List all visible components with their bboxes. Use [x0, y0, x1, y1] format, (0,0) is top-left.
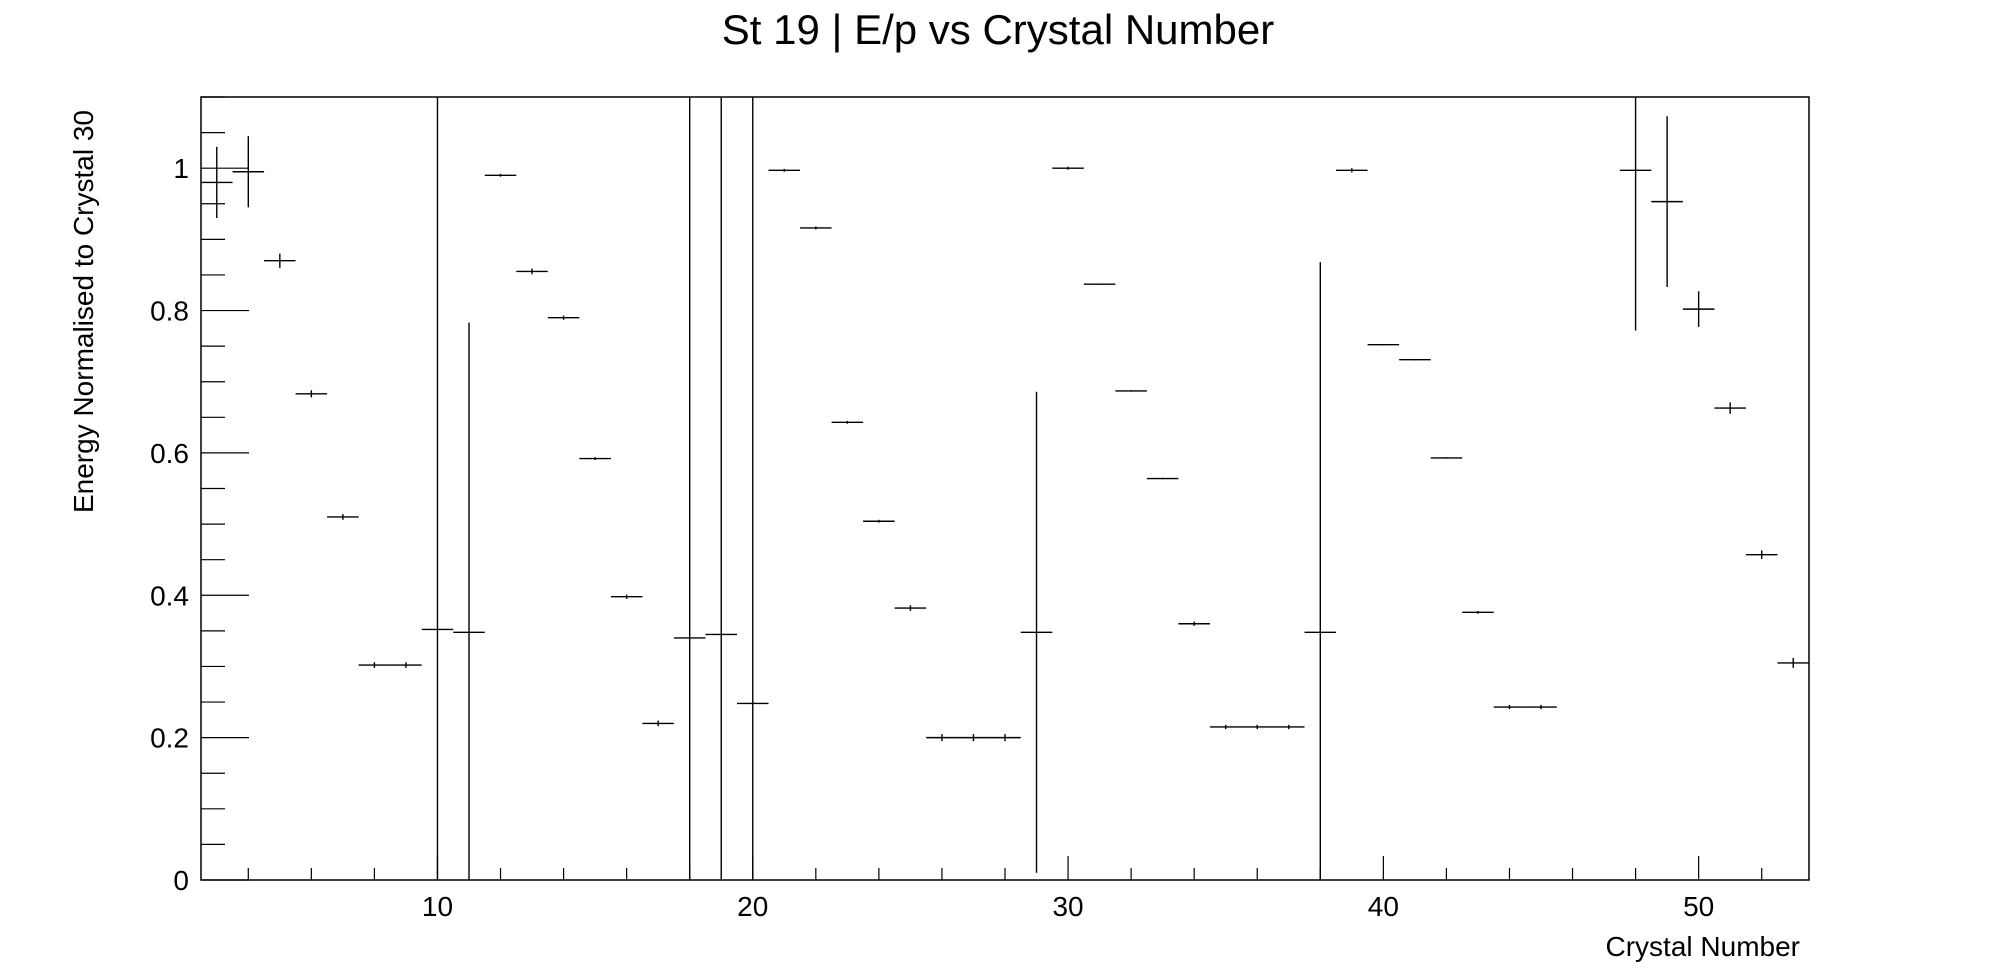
y-tick-label: 0: [173, 865, 189, 896]
data-point: [1178, 621, 1210, 626]
data-point: [1462, 610, 1494, 614]
data-point: [673, 97, 706, 880]
data-point: [1493, 704, 1526, 710]
data-point: [1273, 724, 1305, 730]
data-point: [957, 734, 990, 742]
data-point: [295, 390, 328, 398]
data-point: [232, 136, 265, 208]
data-point: [705, 97, 737, 880]
x-tick-label: 40: [1368, 891, 1399, 922]
x-axis: 10 20 30 40 50: [247, 856, 1763, 922]
data-points: [201, 97, 1809, 880]
data-point: [547, 315, 580, 320]
data-point: [1430, 457, 1463, 459]
data-point: [201, 146, 233, 219]
data-point: [831, 420, 864, 424]
data-point: [894, 605, 927, 611]
data-point: [1525, 704, 1557, 710]
data-point: [453, 322, 485, 880]
data-point: [327, 514, 359, 520]
data-point: [1083, 283, 1116, 285]
x-tick-label: 10: [422, 891, 453, 922]
x-tick-label: 20: [737, 891, 768, 922]
data-point: [1367, 344, 1400, 346]
y-tick-label: 0.6: [150, 438, 189, 469]
x-axis-label: Crystal Number: [1606, 931, 1800, 962]
data-point: [610, 594, 643, 599]
data-point: [358, 662, 391, 668]
data-point: [1651, 116, 1683, 288]
data-point: [264, 253, 296, 268]
data-point: [800, 226, 832, 230]
data-point: [1714, 402, 1746, 414]
data-point: [642, 720, 674, 727]
data-point: [516, 268, 548, 275]
x-tick-label: 30: [1052, 891, 1083, 922]
data-point: [1241, 724, 1273, 730]
data-point: [1619, 97, 1652, 331]
data-point: [926, 734, 958, 742]
data-point: [863, 519, 895, 523]
chart-title: St 19 | E/p vs Crystal Number: [722, 6, 1274, 53]
y-tick-label: 0.8: [150, 296, 189, 327]
data-point: [1777, 657, 1809, 668]
data-point: [737, 97, 769, 880]
y-tick-label: 0.2: [150, 723, 189, 754]
data-point: [579, 457, 611, 461]
y-tick-label: 0.4: [150, 580, 189, 611]
data-point: [768, 168, 801, 172]
data-point: [1052, 166, 1084, 170]
y-axis-label: Energy Normalised to Crystal 30: [68, 110, 99, 513]
y-axis: 0 0.2 0.4 0.6 0.8 1: [150, 96, 249, 896]
data-point: [1020, 391, 1053, 873]
data-point: [421, 97, 454, 880]
data-point: [1115, 390, 1147, 392]
y-tick-label: 1: [173, 153, 189, 184]
data-point: [484, 173, 517, 177]
data-point: [1336, 168, 1368, 173]
data-point: [1146, 477, 1179, 480]
data-point: [1682, 291, 1715, 327]
plot-frame: [200, 96, 1810, 881]
data-point: [1399, 358, 1431, 361]
x-tick-label: 50: [1683, 891, 1714, 922]
data-point: [390, 662, 422, 668]
data-point: [1304, 262, 1337, 880]
data-point: [1745, 550, 1778, 559]
data-point: [1209, 724, 1242, 730]
data-point: [989, 734, 1021, 742]
